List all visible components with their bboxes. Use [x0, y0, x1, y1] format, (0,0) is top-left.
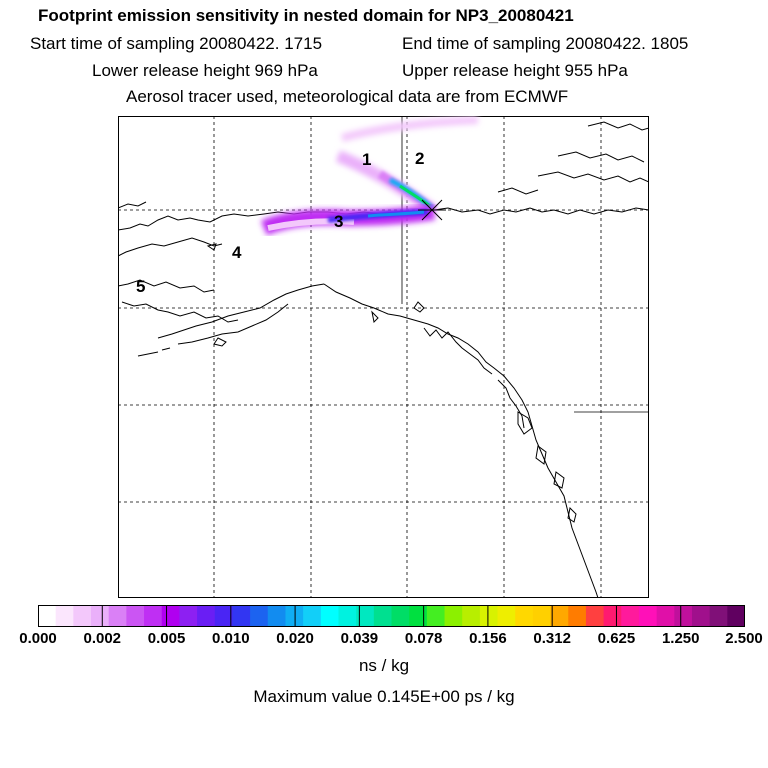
colorbar-tick-label: 0.002 — [83, 630, 122, 647]
receptor-marker — [418, 199, 446, 221]
colorbar-tick-label: 0.020 — [276, 630, 314, 647]
colorbar-swatch — [356, 605, 375, 627]
colorbar-swatch — [638, 605, 658, 627]
colorbar-swatch — [674, 605, 693, 627]
colorbar-ticks: 0.000 0.002 0.005 0.010 0.020 0.039 0.078 0.156… — [0, 630, 768, 650]
colorbar-units: ns / kg — [358, 656, 410, 675]
colorbar-swatch — [515, 605, 534, 627]
lower-release-height: Lower release height 969 hPa — [92, 61, 318, 80]
map-label-1: 1 — [362, 150, 372, 169]
colorbar-swatch — [444, 605, 463, 627]
colorbar-swatch — [214, 605, 233, 627]
colorbar-swatch — [267, 605, 286, 627]
colorbar-swatch — [603, 605, 622, 627]
upper-release-height: Upper release height 955 hPa — [402, 61, 628, 80]
colorbar-swatch — [320, 605, 339, 627]
footprint-map: 1 2 3 4 5 — [117, 116, 650, 599]
colorbar-swatch — [285, 605, 304, 627]
map-label-3: 3 — [334, 212, 344, 231]
colorbar-swatch — [709, 605, 728, 627]
colorbar-swatch — [55, 605, 74, 627]
colorbar-swatch — [585, 605, 605, 627]
colorbar-tick-label: 2.500 — [725, 630, 763, 647]
colorbar-swatch — [197, 605, 216, 627]
colorbar-swatch — [373, 605, 392, 627]
map-frame — [118, 116, 649, 598]
colorbar-tick-label: 0.156 — [469, 630, 507, 647]
map-label-2: 2 — [415, 149, 425, 168]
colorbar-swatch — [462, 605, 481, 627]
map-label-4: 4 — [232, 243, 242, 262]
colorbar-swatch — [250, 605, 269, 627]
plot-title: Footprint emission sensitivity in nested… — [38, 6, 574, 25]
sampling-end: End time of sampling 20080422. 1805 — [402, 34, 689, 53]
colorbar-swatch — [38, 605, 57, 627]
colorbar-swatch — [161, 605, 180, 627]
colorbar-swatch — [126, 605, 145, 627]
maximum-value: Maximum value 0.145E+00 ps / kg — [253, 687, 515, 706]
colorbar-swatch — [621, 605, 640, 627]
colorbar-swatch — [91, 605, 110, 627]
colorbar-tick-label: 0.078 — [404, 630, 443, 647]
colorbar-swatch — [232, 605, 251, 627]
colorbar-swatch — [409, 605, 428, 627]
colorbar-swatch — [391, 605, 410, 627]
colorbar-tick-label: 0.039 — [340, 630, 379, 647]
colorbar-tick-label: 1.250 — [661, 630, 700, 647]
colorbar-swatch — [550, 605, 569, 627]
colorbar-swatch — [426, 605, 446, 627]
sampling-start: Start time of sampling 20080422. 1715 — [30, 34, 323, 53]
tracer-note: Aerosol tracer used, meteorological data… — [126, 87, 569, 106]
colorbar-swatch — [108, 605, 127, 627]
colorbar-swatch — [568, 605, 587, 627]
colorbar-border — [38, 605, 745, 627]
colorbar-swatches — [37, 605, 746, 627]
colorbar-swatch — [303, 605, 322, 627]
colorbar-swatch — [144, 605, 163, 627]
colorbar-swatch — [338, 605, 357, 627]
colorbar-tick-label: 0.625 — [597, 630, 636, 647]
colorbar-swatch — [479, 605, 499, 627]
colorbar-swatch — [532, 605, 552, 627]
colorbar-swatch — [656, 605, 675, 627]
colorbar-tick-label: 0.000 — [19, 630, 57, 647]
colorbar-swatch — [497, 605, 516, 627]
colorbar-swatch — [73, 605, 92, 627]
colorbar-swatch — [727, 605, 746, 627]
colorbar — [37, 605, 746, 627]
colorbar-tick-label: 0.010 — [212, 630, 250, 647]
map-label-5: 5 — [136, 277, 146, 296]
colorbar-swatch — [691, 605, 711, 627]
colorbar-swatch — [179, 605, 198, 627]
map-canvas — [117, 116, 650, 599]
colorbar-tick-label: 0.312 — [533, 630, 571, 647]
colorbar-tick-label: 0.005 — [147, 630, 186, 647]
